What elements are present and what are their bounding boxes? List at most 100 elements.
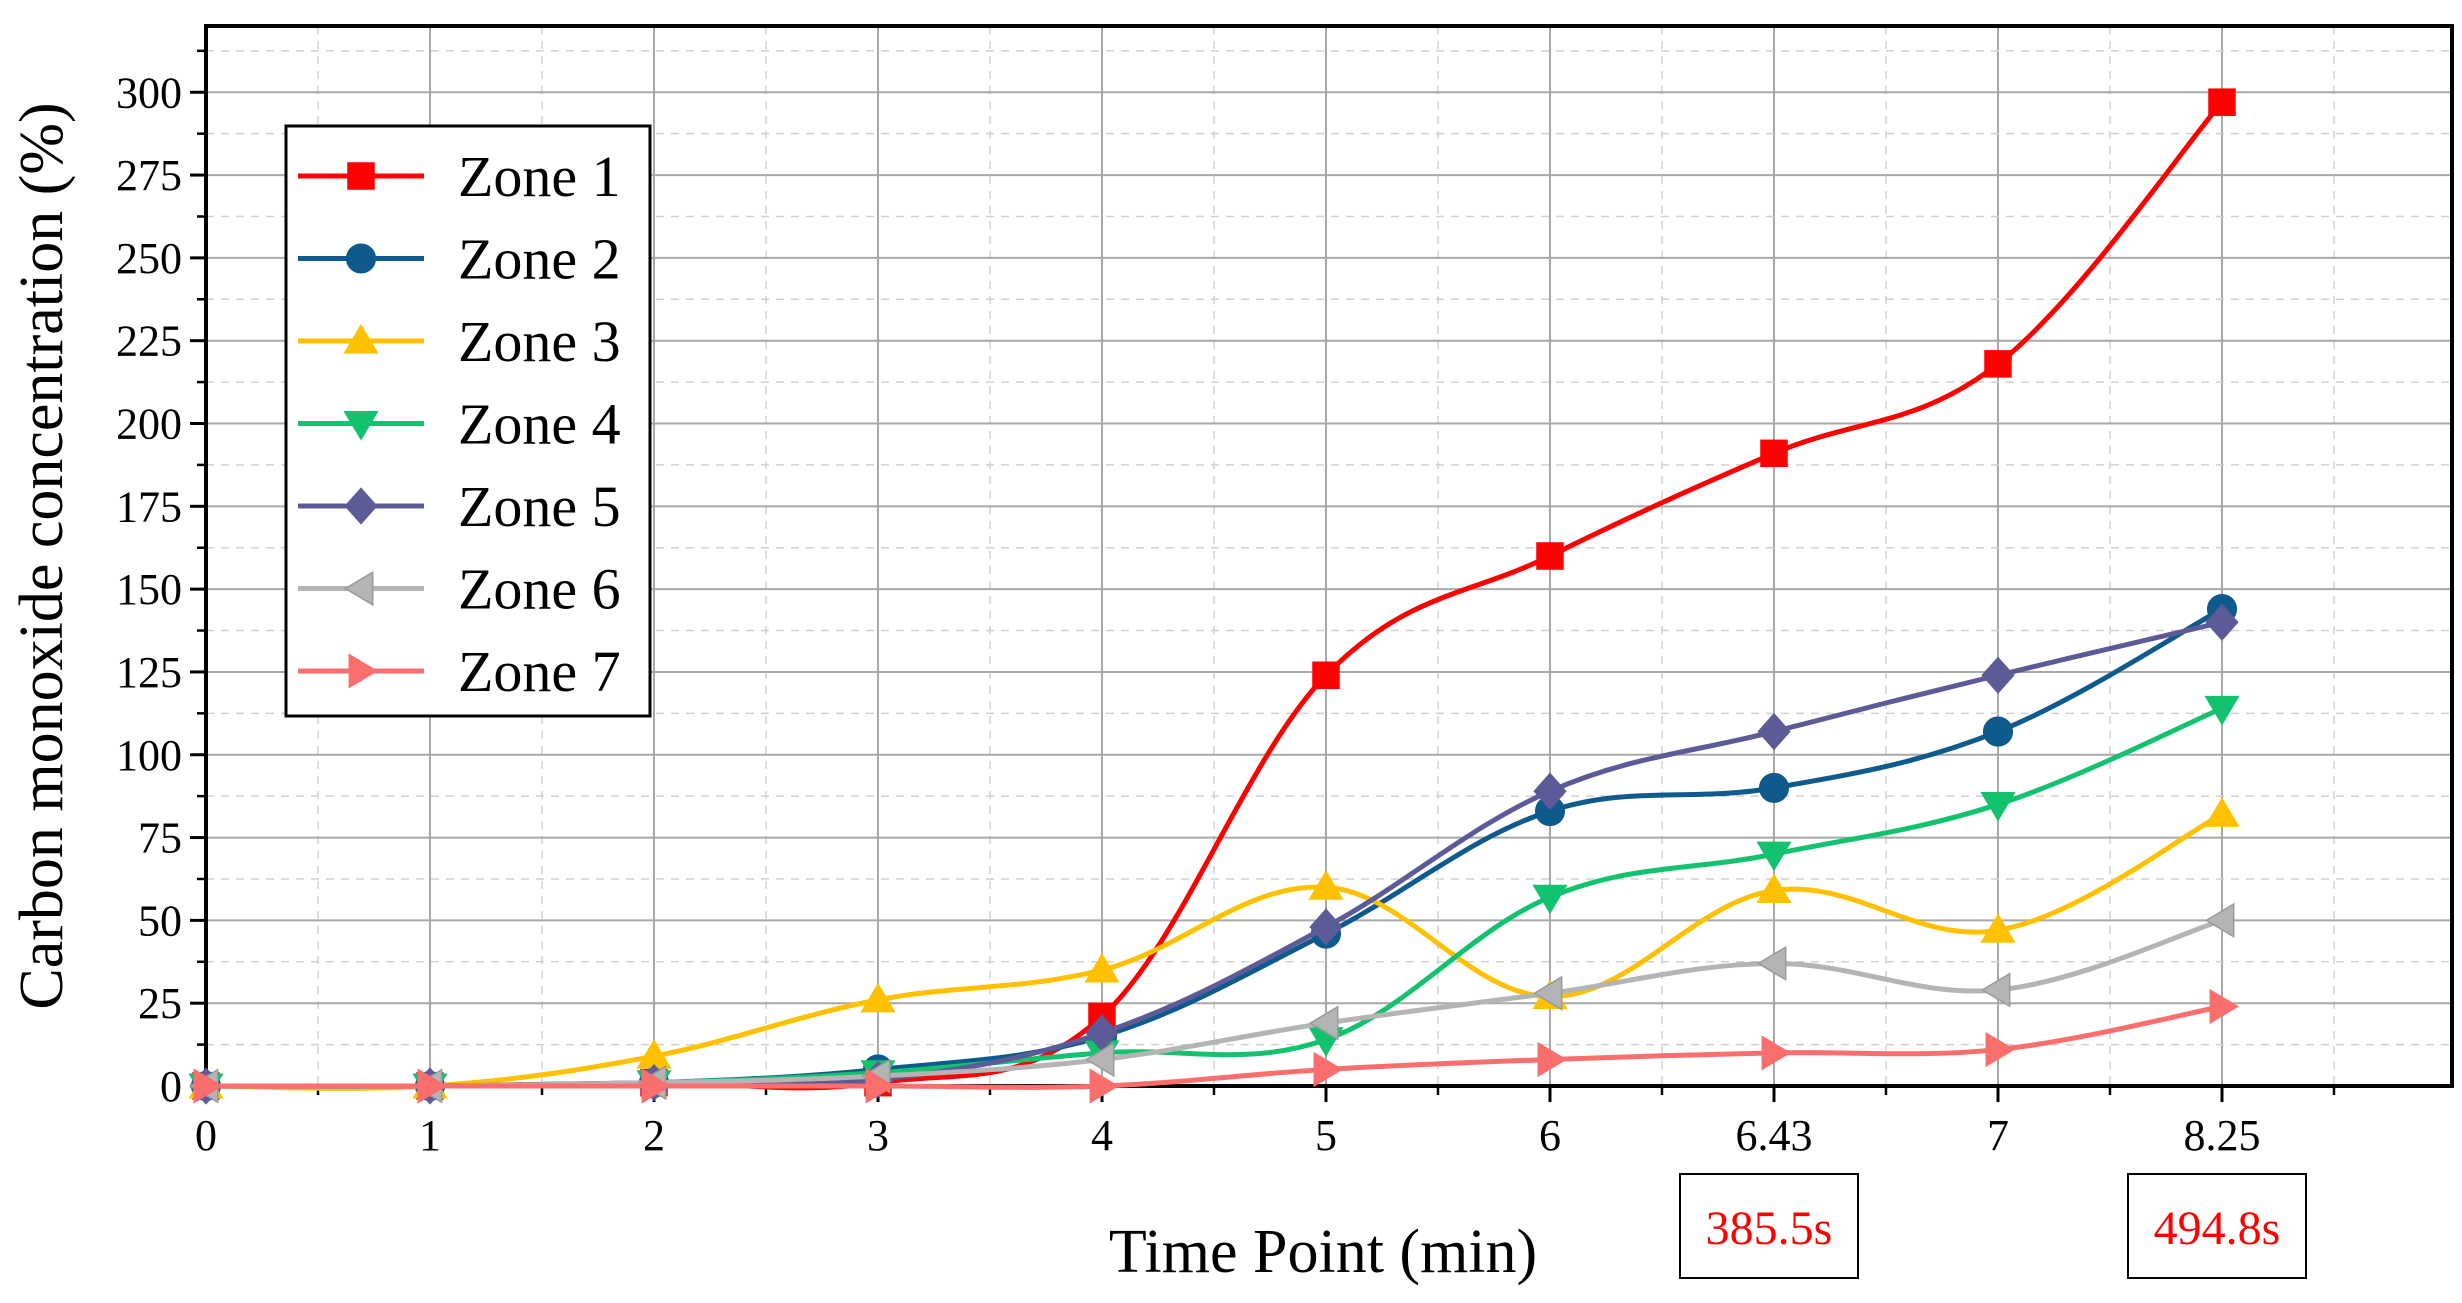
marker-triangle-down [1756,841,1792,872]
legend-label: Zone 5 [458,474,621,539]
marker-triangle-right [348,653,379,689]
annotations: 385.5s 494.8s [1679,1173,2307,1279]
marker-circle [1758,772,1790,803]
marker-triangle-right [1761,1035,1792,1071]
y-tick-label: 175 [116,482,182,531]
series-3 [188,797,2240,1099]
marker-triangle-right [1537,1041,1568,1078]
y-tick-label: 50 [138,896,182,945]
legend-item: Zone 5 [298,474,621,539]
y-tick-label: 125 [116,648,182,697]
marker-triangle-left [1532,975,1563,1011]
y-tick-label: 275 [116,151,182,200]
marker-square [347,162,375,190]
marker-triangle-right [1089,1068,1120,1104]
annotation-frame [1679,1173,1859,1279]
x-tick-label: 1 [419,1111,441,1160]
annotation-text: 385.5s [1706,1202,1833,1255]
legend-label: Zone 4 [458,392,621,457]
marker-triangle-up [1756,873,1792,904]
x-tick-label: 3 [867,1111,889,1160]
series-7 [193,988,2240,1104]
marker-triangle-right [1313,1051,1344,1088]
legend-item: Zone 1 [298,144,621,209]
y-tick-label: 200 [116,400,182,449]
marker-triangle-right [417,1068,448,1104]
marker-triangle-down [2204,695,2240,726]
y-tick-label: 225 [116,317,182,366]
marker-triangle-down [1532,884,1568,915]
legend-label: Zone 7 [458,639,621,704]
x-tick-label: 6.43 [1736,1111,1813,1160]
annotation-text: 494.8s [2154,1202,2281,1255]
y-tick-label: 75 [138,814,182,863]
marker-triangle-down [1980,791,2016,822]
marker-triangle-up [1980,913,2016,943]
marker-diamond [1533,772,1567,810]
marker-triangle-left [343,570,374,607]
annotation-box: 385.5s [1679,1173,1859,1279]
marker-triangle-right [2209,988,2240,1025]
x-tick-label: 7 [1987,1111,2009,1160]
marker-diamond [1981,656,2015,694]
annotation-box: 494.8s [2127,1173,2307,1279]
marker-diamond [1309,908,1343,946]
marker-circle [345,243,377,274]
marker-triangle-left [1756,945,1787,982]
marker-square [1536,542,1564,570]
y-tick-label: 0 [160,1062,182,1111]
y-tick-label: 150 [116,565,182,614]
marker-square [1312,661,1340,689]
marker-square [1984,350,2012,378]
marker-square [1760,439,1788,468]
marker-triangle-left [1980,972,2011,1008]
x-tick-label: 8.25 [2184,1111,2261,1160]
x-axis-label: Time Point (min) [1109,1218,1537,1286]
legend-item: Zone 7 [298,639,621,704]
marker-triangle-right [193,1068,224,1104]
y-tick-label: 300 [116,68,182,117]
legend-label: Zone 6 [458,557,621,622]
x-tick-label: 5 [1315,1111,1337,1160]
legend: Zone 1 Zone 2 Zone 3 Zone 4 Zone 5 Zone 6 Zone… [284,124,652,718]
y-tick-label: 100 [116,731,182,780]
x-tick-label: 0 [195,1111,217,1160]
y-tick-label: 250 [116,234,182,283]
marker-triangle-left [2204,902,2235,938]
marker-triangle-up [860,982,896,1013]
legend-label: Zone 1 [458,144,621,209]
marker-triangle-up [1084,952,1120,983]
marker-triangle-up [343,323,379,354]
axis-ticks: 0 1 2 3 4 5 6 6.43 7 8.25 0 25 50 75 100 125 150 175 200 22… [116,49,2336,1160]
x-tick-label: 6 [1539,1111,1561,1160]
marker-square [2208,88,2236,116]
marker-diamond [2205,603,2239,641]
marker-diamond [344,487,378,525]
series-line [205,1004,2223,1090]
annotation-frame [2127,1173,2307,1279]
marker-triangle-left [1308,1005,1339,1041]
plot-frame [204,24,2454,1088]
legend-item: Zone 2 [298,227,621,292]
marker-triangle-left [1084,1041,1115,1078]
marker-triangle-up [1308,870,1344,900]
y-axis-label: Carbon monoxide concentration (%) [8,102,76,1009]
marker-triangle-right [865,1068,896,1104]
legend-label: Zone 3 [458,309,621,374]
legend-item: Zone 4 [298,392,621,457]
legend-label: Zone 2 [458,227,621,292]
series-line [205,812,2224,1091]
marker-diamond [1757,712,1791,751]
series-group [188,88,2240,1105]
marker-triangle-right [641,1068,672,1104]
x-tick-label: 2 [643,1111,665,1160]
marker-triangle-right [1985,1031,2016,1068]
legend-item: Zone 3 [298,309,621,374]
marker-triangle-up [2204,797,2240,827]
legend-item: Zone 6 [298,557,621,622]
marker-triangle-down [343,411,379,441]
y-tick-label: 25 [138,979,182,1028]
x-tick-label: 4 [1091,1111,1113,1160]
marker-circle [1982,716,2014,747]
